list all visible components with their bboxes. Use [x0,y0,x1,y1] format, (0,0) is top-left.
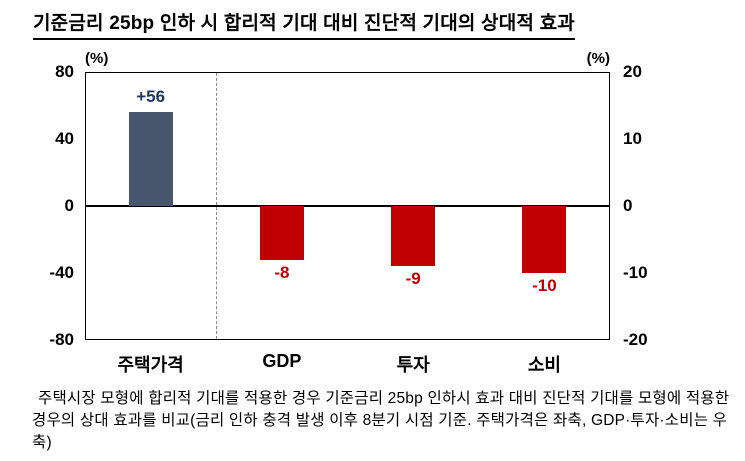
left-axis-tick: -40 [49,263,74,282]
chart-bar-GDP [259,206,304,260]
right-axis-tick: -10 [623,263,648,282]
zero-axis-line [85,205,610,207]
page-title: 기준금리 25bp 인하 시 합리적 기대 대비 진단적 기대의 상대적 효과 [33,8,575,40]
chart-bar-소비 [522,206,567,273]
left-axis-tick: 40 [55,129,74,148]
category-label: 주택가격 [117,355,184,375]
chart-bar-투자 [391,206,436,267]
title-wrap: 기준금리 25bp 인하 시 합리적 기대 대비 진단적 기대의 상대적 효과 [33,8,733,40]
left-axis-unit: (%) [85,50,109,67]
chart-bar-주택가격 [128,112,173,206]
left-axis-tick: 80 [55,62,74,81]
bar-value-label: -8 [274,262,290,282]
left-axis-tick: 0 [64,196,74,215]
right-axis-tick: -20 [623,330,648,349]
right-axis-unit: (%) [586,50,610,67]
bar-value-label: -9 [405,269,421,289]
footnote: 주택시장 모형에 합리적 기대를 적용한 경우 기준금리 25bp 인하시 효과… [32,390,730,451]
category-label: 투자 [396,355,430,375]
right-axis-tick: 10 [623,129,642,148]
right-axis-tick: 0 [623,196,633,215]
right-axis-tick: 20 [623,62,642,81]
category-label: 소비 [527,355,561,375]
bar-value-label: -10 [532,276,557,295]
left-axis-tick: -80 [49,330,74,349]
bar-value-label: +56 [136,87,166,107]
category-label: GDP [262,351,302,371]
